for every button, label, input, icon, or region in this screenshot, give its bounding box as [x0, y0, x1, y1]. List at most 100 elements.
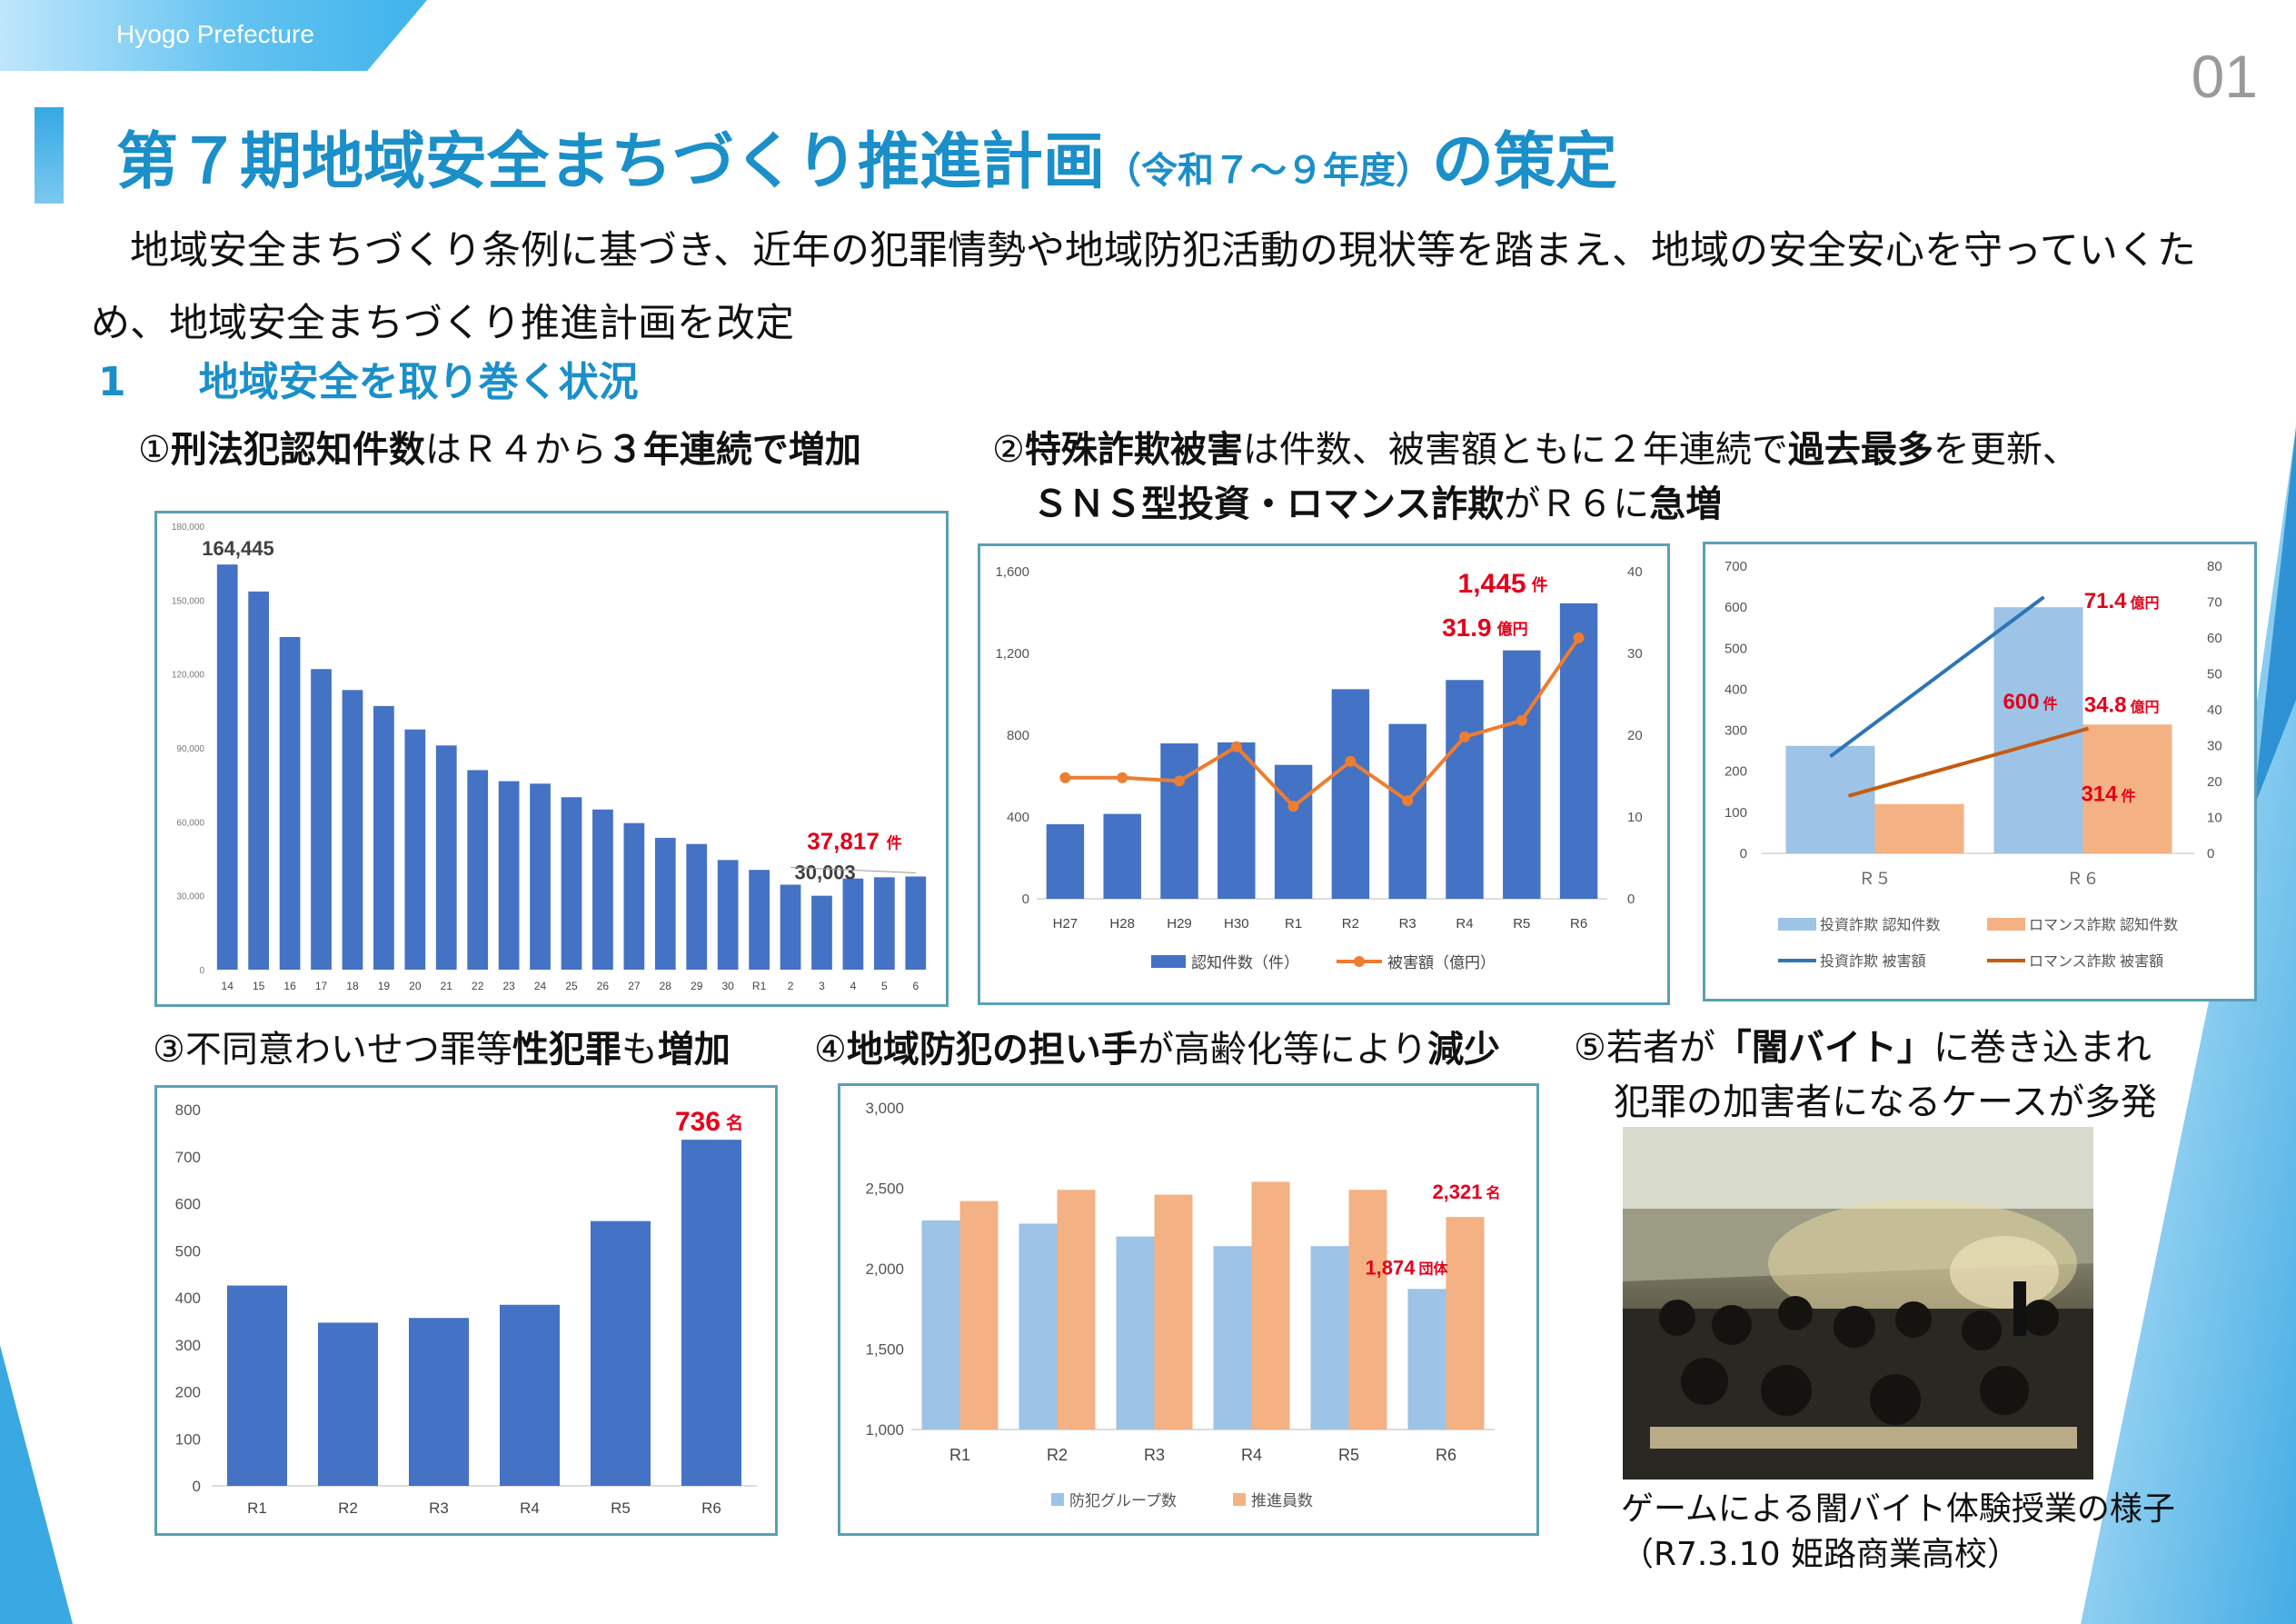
x-tick-label: Ｒ６: [2067, 870, 2100, 888]
x-tick-label: 5: [881, 980, 888, 992]
bar-count: [1503, 650, 1541, 899]
y-tick-right: 10: [1627, 810, 1643, 825]
y-tick-right: 40: [1627, 564, 1643, 580]
title-main: 第７期地域安全まちづくり推進計画: [116, 126, 1106, 198]
y-tick-label: 0: [193, 1478, 201, 1495]
line-investment-amount: [1829, 595, 2045, 758]
x-tick-label: R4: [1456, 916, 1473, 932]
y-tick-right: 30: [1627, 646, 1643, 662]
caption-fraud-num: ②: [992, 429, 1025, 471]
caption-fraud-text2: を更新、: [1933, 429, 2079, 471]
legend-label-groups: 防犯グループ数: [1069, 1492, 1177, 1509]
bar: [342, 690, 363, 970]
annotation-leader: [790, 866, 916, 873]
bar-groups: [921, 1220, 960, 1430]
y-tick-label: 90,000: [176, 744, 204, 754]
annotation-rom-amount: 34.8: [2084, 693, 2127, 718]
y-tick-label: 0: [199, 966, 204, 976]
intro-text: 地域安全まちづくり条例に基づき、近年の犯罪情勢や地域防犯活動の現状等を踏まえ、地…: [91, 228, 2196, 346]
x-tick-label: H29: [1167, 916, 1192, 932]
chart-sns: 0 100 200 300 400 500 600 700 0 10 20 30 40 50 60 70 80 Ｒ…: [1724, 559, 2222, 970]
x-tick-label: 3: [819, 980, 825, 992]
point-amount: [1345, 755, 1357, 767]
y-tick-left: 400: [1007, 810, 1029, 825]
line-romance-amount: [1847, 726, 2090, 798]
bar: [409, 1318, 469, 1486]
x-tick-label: R6: [701, 1499, 721, 1517]
x-tick-label: R2: [1047, 1446, 1068, 1464]
caption-volunteers-text: が高齢化等により: [1137, 1029, 1428, 1071]
legend-swatch: [1778, 918, 1816, 931]
legend-label: ロマンス詐欺 認知件数: [2029, 917, 2178, 933]
y-tick-left: 0: [1740, 846, 1747, 862]
bar: [435, 745, 457, 970]
bar-count: [1160, 743, 1198, 899]
caption-volunteers-num: ④: [814, 1029, 847, 1071]
bar: [279, 637, 301, 970]
caption-crime-num: ①: [138, 429, 171, 471]
y-tick-label: 400: [175, 1290, 201, 1307]
y-tick-left: 700: [1724, 559, 1747, 574]
annotation-last-unit: 件: [887, 833, 902, 852]
annotation-last-unit: 名: [726, 1112, 743, 1133]
bar: [623, 822, 645, 970]
bar: [811, 895, 832, 970]
bar: [905, 876, 927, 970]
y-tick-left: 1,600: [995, 564, 1029, 580]
y-tick-label: 700: [175, 1149, 201, 1166]
x-tick-label: 17: [315, 980, 328, 992]
point-amount: [1059, 772, 1071, 783]
bar: [654, 837, 676, 970]
x-tick-label: R1: [752, 980, 767, 992]
legend-label-volunteers: 推進員数: [1251, 1492, 1313, 1509]
bar: [498, 781, 520, 970]
caption-fraud-text1: は件数、被害額ともに２年連続で: [1242, 429, 1788, 471]
bar-groups: [1019, 1223, 1058, 1430]
caption-sexcrime-bold1: 性犯罪: [512, 1029, 621, 1071]
caption-sexcrime: ③不同意わいせつ罪等性犯罪も増加: [153, 1020, 731, 1072]
section-heading: 1 地域安全を取り巻く状況: [98, 349, 639, 407]
y-tick-label: 180,000: [172, 523, 205, 533]
chart-panel-volunteers: 1,000 1,500 2,000 2,500 3,000 R1 R2 R3 R4 R5 R6 2,3…: [838, 1083, 1539, 1536]
x-tick-label: 24: [534, 980, 547, 992]
x-tick-label: R5: [611, 1499, 631, 1517]
annotation-count-unit: 件: [1532, 575, 1548, 594]
caption-fraud-text3: がＲ６に: [1504, 483, 1650, 525]
x-tick-label: R1: [949, 1446, 970, 1464]
chart-volunteers: 1,000 1,500 2,000 2,500 3,000 R1 R2 R3 R4 R5 R6 2,3…: [865, 1100, 1501, 1509]
x-tick-label: 18: [346, 980, 359, 992]
annotation-amount-unit: 億円: [1497, 620, 1528, 638]
bar-count: [1103, 813, 1141, 899]
y-tick-label: 800: [175, 1101, 201, 1119]
point-amount: [1230, 741, 1242, 752]
x-tick-label: 19: [378, 980, 391, 992]
bar: [686, 843, 708, 970]
legend-label-amount: 被害額（億円）: [1387, 954, 1496, 971]
x-tick-label: R3: [1144, 1446, 1165, 1464]
bar-groups: [1310, 1246, 1349, 1430]
y-tick-label: 500: [175, 1242, 201, 1260]
caption-sexcrime-bold2: 増加: [657, 1029, 731, 1071]
annotation-amount-value: 31.9: [1442, 613, 1492, 642]
y-tick-left: 0: [1022, 892, 1029, 907]
x-tick-label: R6: [1570, 916, 1587, 932]
x-tick-label: 2: [788, 980, 794, 992]
y-tick-right: 20: [2207, 774, 2222, 790]
y-tick-left: 1,200: [995, 646, 1029, 662]
legend-swatch: [1987, 918, 2025, 931]
bar-count: [1446, 680, 1484, 899]
annotation-grp-value: 1,874: [1365, 1256, 1416, 1279]
bar: [467, 770, 489, 970]
y-tick-left: 400: [1724, 682, 1747, 697]
bar-groups: [1213, 1246, 1252, 1430]
bar: [681, 1140, 741, 1486]
caption-fraud-line1: ②特殊詐欺被害は件数、被害額ともに２年連続で過去最多を更新、: [992, 420, 2079, 473]
bar: [842, 878, 864, 970]
y-tick-right: 30: [2207, 739, 2222, 754]
line-amount: [1065, 636, 1581, 809]
corner-decoration-left: [0, 1345, 73, 1624]
caption-volunteers: ④地域防犯の担い手が高齢化等により減少: [814, 1020, 1500, 1072]
x-tick-label: 25: [565, 980, 578, 992]
annotation-vol-unit: 名: [1486, 1184, 1501, 1201]
bar-volunteers: [1154, 1194, 1193, 1430]
